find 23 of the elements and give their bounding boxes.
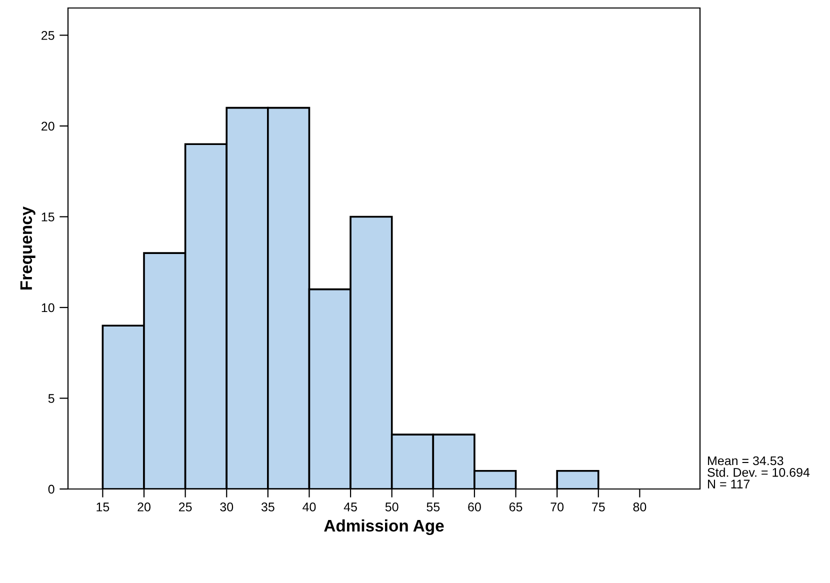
x-tick-label: 30 [220,502,234,512]
x-tick-label: 40 [302,502,316,512]
x-tick-label: 20 [138,502,150,512]
y-tick-label: 0 [48,484,54,494]
y-axis-title: Frequency [20,206,36,290]
y-tick-label: 25 [42,31,54,40]
x-tick-label: 25 [178,502,192,512]
x-tick-label: 60 [468,502,481,512]
y-tick-label: 5 [48,394,54,403]
x-tick-label: 65 [509,502,522,512]
x-tick-label: 55 [426,502,440,512]
x-tick-label: 15 [96,502,110,512]
x-tick-label: 45 [344,502,357,512]
y-tick-label: 10 [42,303,54,312]
x-tick-label: 70 [550,502,564,512]
x-tick-label: 35 [261,502,274,512]
x-tick-label: 75 [592,502,605,512]
x-axis-title: Admission Age [324,519,444,536]
y-tick-label: 20 [42,122,54,131]
y-tick-label: 15 [42,212,54,222]
x-tick-label: 80 [633,502,646,512]
x-tick-label: 50 [385,502,398,512]
text: Mean = 34.53 Std. Dev. = 10.694 N = 117 [708,456,810,488]
